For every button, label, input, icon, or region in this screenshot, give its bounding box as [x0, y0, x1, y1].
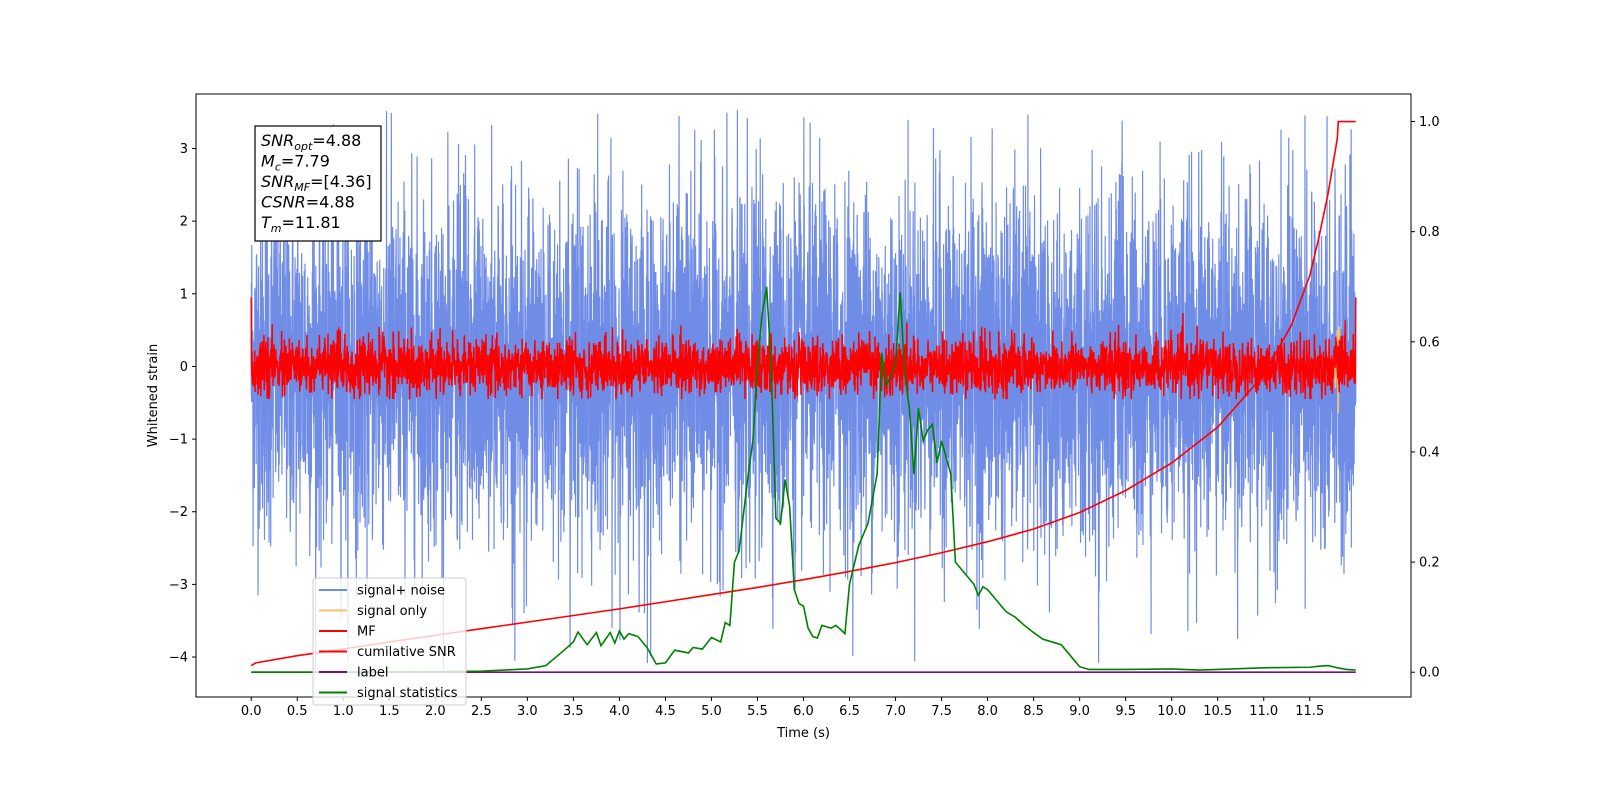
stats-symbol: M	[261, 152, 275, 171]
y-axis-label: Whitened strain	[146, 344, 161, 447]
x-tick-label: 0.5	[287, 704, 308, 719]
x-tick-label: 3.0	[517, 704, 538, 719]
series-mf-line	[250, 297, 1357, 400]
stats-box: SNRopt=4.88Mc=7.79SNRMF=[4.36]CSNR=4.88T…	[254, 125, 382, 242]
x-tick-label: 4.5	[655, 704, 676, 719]
stats-subscript: c	[275, 161, 281, 174]
x-tick-label: 9.0	[1069, 704, 1090, 719]
y-tick-label: 0	[180, 360, 188, 375]
x-tick-label: 7.0	[885, 704, 906, 719]
legend-label-cumilative-snr: cumilative SNR	[357, 645, 456, 660]
stats-subscript: m	[271, 222, 282, 235]
x-tick-label: 6.5	[839, 704, 860, 719]
x-tick-label: 0.0	[241, 704, 262, 719]
y-axis-right: 1.0 0.8 0.6 0.4 0.2 0.0	[1411, 115, 1440, 681]
x-tick-label: 10.5	[1203, 704, 1232, 719]
stats-subscript: opt	[294, 140, 313, 153]
x-tick-label: 5.0	[701, 704, 722, 719]
y-tick-label: −1	[169, 433, 188, 448]
x-tick-label: 1.5	[379, 704, 400, 719]
stats-value: =11.81	[282, 213, 341, 232]
legend-frame	[312, 577, 467, 706]
stats-symbol: T	[261, 213, 272, 232]
x-tick-label: 1.0	[333, 704, 354, 719]
x-tick-label: 11.5	[1295, 704, 1324, 719]
stats-symbol: SNR	[261, 131, 294, 150]
y-tick-label: 3	[180, 142, 188, 157]
y2-tick-label: 0.4	[1419, 445, 1440, 460]
y-tick-label: −2	[169, 505, 188, 520]
y2-tick-label: 0.2	[1419, 556, 1440, 571]
stats-line: SNRMF=[4.36]	[261, 172, 372, 194]
x-tick-label: 2.0	[425, 704, 446, 719]
stats-subscript: MF	[294, 181, 310, 194]
y2-tick-label: 1.0	[1419, 115, 1440, 130]
stats-line: Mc=7.79	[261, 152, 330, 174]
stats-box-frame	[254, 125, 382, 242]
legend-label-label: label	[357, 666, 388, 681]
legend: signal+ noise signal only MF cumilative SNR…	[312, 577, 467, 706]
x-tick-label: 3.5	[563, 704, 584, 719]
stats-value: =4.88	[306, 193, 355, 212]
x-tick-label: 11.0	[1249, 704, 1278, 719]
y2-tick-label: 0.0	[1419, 666, 1440, 681]
x-tick-label: 5.5	[747, 704, 768, 719]
y2-tick-label: 0.6	[1419, 335, 1440, 350]
legend-label-mf: MF	[357, 625, 376, 640]
x-tick-label: 9.5	[1115, 704, 1136, 719]
y-tick-label: −4	[169, 651, 188, 666]
stats-symbol: CSNR	[261, 193, 306, 212]
x-tick-label: 7.5	[931, 704, 952, 719]
series-signal-statistics-line	[251, 286, 1356, 674]
x-tick-label: 2.5	[471, 704, 492, 719]
legend-label-signal-noise: signal+ noise	[357, 584, 445, 599]
y-tick-label: −3	[169, 578, 188, 593]
stats-symbol: SNR	[261, 172, 294, 191]
legend-label-signal-only: signal only	[357, 604, 427, 619]
x-tick-label: 6.0	[793, 704, 814, 719]
stats-value: =4.88	[312, 131, 361, 150]
x-axis-label: Time (s)	[776, 726, 830, 741]
y2-tick-label: 0.8	[1419, 225, 1440, 240]
stats-value: =[4.36]	[310, 172, 372, 191]
x-tick-label: 8.5	[1023, 704, 1044, 719]
legend-label-signal-statistics: signal statistics	[357, 686, 458, 701]
stats-line: CSNR=4.88	[261, 193, 355, 212]
stats-line: Tm=11.81	[261, 213, 341, 235]
stats-value: =7.79	[281, 152, 330, 171]
x-tick-label: 4.0	[609, 704, 630, 719]
x-axis: 0.0 0.5 1.0 1.5 2.0 2.5 3.0 3.5 4.0 4.5 5.0 5.5 6.0 6…	[241, 697, 1324, 719]
x-tick-label: 8.0	[977, 704, 998, 719]
stats-line: SNRopt=4.88	[261, 131, 361, 153]
y-tick-label: 1	[180, 287, 188, 302]
y-axis-left: 3 2 1 0 −1 −2 −3 −4	[169, 142, 196, 666]
x-tick-label: 10.0	[1157, 704, 1186, 719]
y-tick-label: 2	[180, 215, 188, 230]
